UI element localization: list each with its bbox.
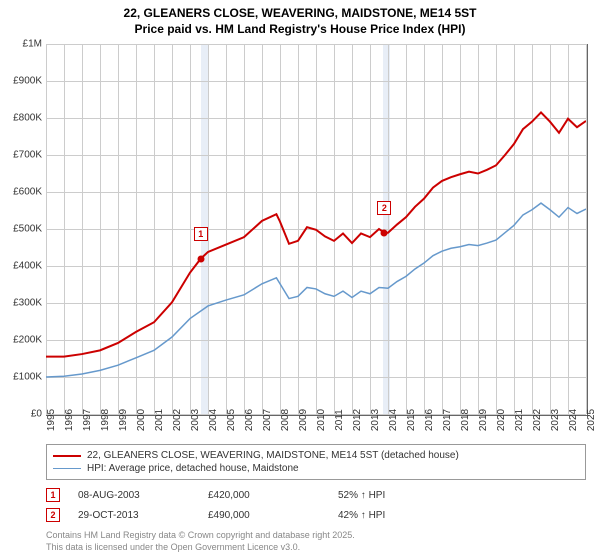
footer-line-2: This data is licensed under the Open Gov… bbox=[46, 542, 586, 554]
footer-line-1: Contains HM Land Registry data © Crown c… bbox=[46, 530, 586, 542]
x-tick-label: 1996 bbox=[64, 409, 75, 431]
y-tick-label: £700K bbox=[0, 150, 42, 161]
sale-price-1: £420,000 bbox=[208, 490, 338, 501]
x-tick-label: 2025 bbox=[586, 409, 597, 431]
sale-dot-2 bbox=[381, 229, 388, 236]
grid-line-v bbox=[586, 44, 587, 414]
sale-price-2: £490,000 bbox=[208, 510, 338, 521]
x-tick-label: 1997 bbox=[82, 409, 93, 431]
x-tick-label: 2017 bbox=[442, 409, 453, 431]
legend-label-hpi: HPI: Average price, detached house, Maid… bbox=[87, 463, 299, 474]
x-tick-label: 1999 bbox=[118, 409, 129, 431]
x-tick-label: 2019 bbox=[478, 409, 489, 431]
x-tick-label: 2012 bbox=[352, 409, 363, 431]
y-tick-label: £500K bbox=[0, 224, 42, 235]
x-tick-label: 2005 bbox=[226, 409, 237, 431]
legend: 22, GLEANERS CLOSE, WEAVERING, MAIDSTONE… bbox=[46, 444, 586, 480]
x-tick-label: 2003 bbox=[190, 409, 201, 431]
legend-swatch-price bbox=[53, 455, 81, 457]
x-tick-label: 2016 bbox=[424, 409, 435, 431]
x-tick-label: 2014 bbox=[388, 409, 399, 431]
sale-marker-box-2: 2 bbox=[377, 201, 391, 215]
sale-row-1: 1 08-AUG-2003 £420,000 52% ↑ HPI bbox=[46, 488, 586, 502]
y-tick-label: £400K bbox=[0, 261, 42, 272]
y-tick-label: £200K bbox=[0, 335, 42, 346]
line-series bbox=[46, 44, 586, 414]
y-tick-label: £0 bbox=[0, 409, 42, 420]
sale-date-2: 29-OCT-2013 bbox=[78, 510, 208, 521]
chart-area: 12 1995199619971998199920002001200220032… bbox=[46, 44, 586, 414]
sale-marker-1: 1 bbox=[46, 488, 60, 502]
footer: Contains HM Land Registry data © Crown c… bbox=[46, 530, 586, 553]
x-tick-label: 1998 bbox=[100, 409, 111, 431]
x-tick-label: 2000 bbox=[136, 409, 147, 431]
title-line-2: Price paid vs. HM Land Registry's House … bbox=[0, 22, 600, 38]
y-tick-label: £900K bbox=[0, 76, 42, 87]
title-line-1: 22, GLEANERS CLOSE, WEAVERING, MAIDSTONE… bbox=[0, 6, 600, 22]
y-tick-label: £300K bbox=[0, 298, 42, 309]
x-tick-label: 2010 bbox=[316, 409, 327, 431]
x-tick-label: 2022 bbox=[532, 409, 543, 431]
y-tick-label: £1M bbox=[0, 39, 42, 50]
x-tick-label: 2001 bbox=[154, 409, 165, 431]
x-tick-label: 2013 bbox=[370, 409, 381, 431]
x-tick-label: 2020 bbox=[496, 409, 507, 431]
x-tick-label: 2023 bbox=[550, 409, 561, 431]
chart-container: 22, GLEANERS CLOSE, WEAVERING, MAIDSTONE… bbox=[0, 0, 600, 560]
sale-marker-2: 2 bbox=[46, 508, 60, 522]
y-tick-label: £800K bbox=[0, 113, 42, 124]
sale-delta-2: 42% ↑ HPI bbox=[338, 510, 385, 521]
x-tick-label: 2011 bbox=[334, 409, 345, 431]
legend-row-2: HPI: Average price, detached house, Maid… bbox=[53, 462, 579, 475]
sale-row-2: 2 29-OCT-2013 £490,000 42% ↑ HPI bbox=[46, 508, 586, 522]
x-tick-label: 1995 bbox=[46, 409, 57, 431]
x-tick-label: 2021 bbox=[514, 409, 525, 431]
legend-label-price: 22, GLEANERS CLOSE, WEAVERING, MAIDSTONE… bbox=[87, 450, 459, 461]
x-tick-label: 2018 bbox=[460, 409, 471, 431]
y-tick-label: £100K bbox=[0, 372, 42, 383]
x-tick-label: 2015 bbox=[406, 409, 417, 431]
sale-delta-1: 52% ↑ HPI bbox=[338, 490, 385, 501]
x-tick-label: 2008 bbox=[280, 409, 291, 431]
x-tick-label: 2006 bbox=[244, 409, 255, 431]
x-tick-label: 2024 bbox=[568, 409, 579, 431]
x-tick-label: 2007 bbox=[262, 409, 273, 431]
title-block: 22, GLEANERS CLOSE, WEAVERING, MAIDSTONE… bbox=[0, 0, 600, 39]
x-tick-label: 2009 bbox=[298, 409, 309, 431]
sale-dot-1 bbox=[197, 255, 204, 262]
series-price_paid bbox=[46, 112, 586, 356]
x-tick-label: 2004 bbox=[208, 409, 219, 431]
sale-date-1: 08-AUG-2003 bbox=[78, 490, 208, 501]
y-tick-label: £600K bbox=[0, 187, 42, 198]
legend-row-1: 22, GLEANERS CLOSE, WEAVERING, MAIDSTONE… bbox=[53, 449, 579, 462]
sale-marker-box-1: 1 bbox=[194, 227, 208, 241]
x-tick-label: 2002 bbox=[172, 409, 183, 431]
legend-swatch-hpi bbox=[53, 468, 81, 470]
